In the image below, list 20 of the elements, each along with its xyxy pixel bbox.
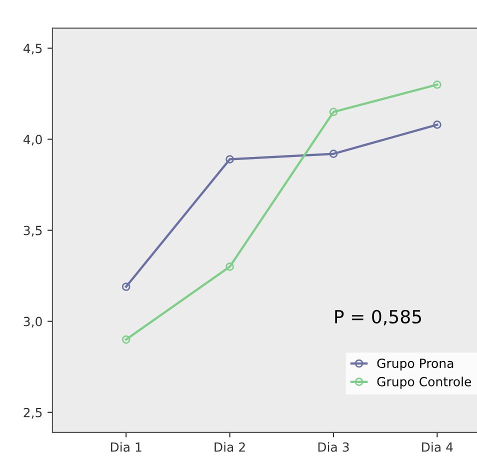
x-tick-label: Dia 3 [318,442,349,452]
legend-label: Grupo Prona [377,358,454,370]
point [122,335,130,344]
point [226,262,234,271]
annotation: P = 0,585 [335,310,422,326]
point [122,282,130,291]
point [329,150,338,158]
legend-label: Grupo Controle [377,376,472,389]
x-tick-label: Dia 4 [422,442,453,452]
point [433,80,442,89]
y-tick-label: 2,5 [24,408,42,419]
x-tick-label: Dia 2 [214,442,245,452]
y-tick-label: 3,5 [24,226,42,236]
y-tick-label: 4,0 [23,134,42,146]
point [329,108,338,116]
x-tick-label: Dia 1 [110,442,142,452]
point [226,155,234,164]
point [433,120,442,129]
y-tick-label: 4,5 [23,44,42,54]
y-tick-label: 3,0 [24,316,42,328]
